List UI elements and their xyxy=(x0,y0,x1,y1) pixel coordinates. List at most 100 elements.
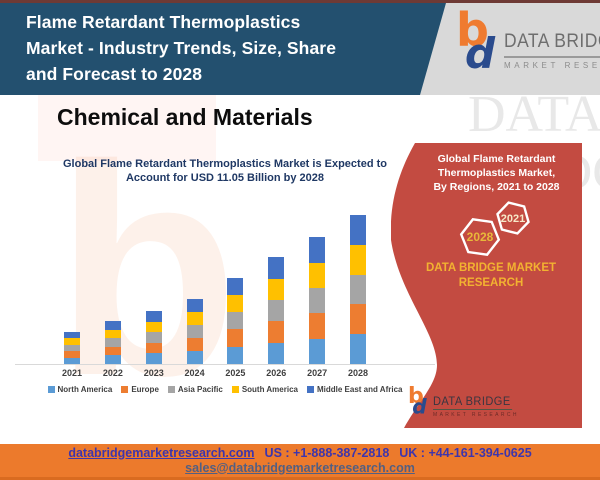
bar-stack-2022 xyxy=(104,320,121,364)
legend-swatch-icon xyxy=(121,386,129,393)
hexagon-2021-label: 2021 xyxy=(501,213,525,225)
header-logo-area: b d DATA BRIDGE MARKET RESEARCH xyxy=(420,3,600,95)
panel-logo-brand: DATA BRIDGE xyxy=(433,394,513,410)
footer-email-line: sales@databridgemarketresearch.com xyxy=(185,461,415,476)
phone-us: US : +1-888-387-2818 xyxy=(264,445,390,460)
bar-segment xyxy=(309,313,326,339)
company-logo: b d DATA BRIDGE MARKET RESEARCH xyxy=(454,3,600,85)
bar-stack-2023 xyxy=(145,311,162,364)
bar-segment xyxy=(268,257,285,279)
chart-title: Global Flame Retardant Thermoplastics Ma… xyxy=(45,157,405,185)
panel-heading-line-2: Thermoplastics Market, xyxy=(437,167,556,179)
x-axis-label: 2025 xyxy=(225,368,246,378)
bar-stack-2021 xyxy=(64,331,80,364)
bar-segment xyxy=(145,353,162,364)
bar-segment xyxy=(186,351,203,364)
footer-contact-line: databridgemarketresearch.com US : +1-888-… xyxy=(68,446,531,461)
section-title: Chemical and Materials xyxy=(57,104,313,130)
chart-title-line-2: Account for USD 11.05 Billion by 2028 xyxy=(125,172,325,184)
panel-logo-tagline: MARKET RESEARCH xyxy=(433,412,519,418)
bar-segment xyxy=(186,299,203,313)
x-axis-label: 2021 xyxy=(61,368,83,378)
bar-segment xyxy=(104,355,121,364)
bar-segment xyxy=(227,277,244,295)
hexagon-badges: 2021 2028 xyxy=(459,201,530,256)
website-link[interactable]: databridgemarketresearch.com xyxy=(68,445,255,460)
chart-legend: North America Europe Asia Pacific South Ame… xyxy=(15,385,435,394)
hexagon-2028-icon xyxy=(459,218,501,256)
bar-segment xyxy=(227,312,244,330)
bar-stack-2026 xyxy=(268,257,285,364)
phone-uk: UK : +44-161-394-0625 xyxy=(399,445,532,460)
x-axis-label: 2026 xyxy=(266,368,287,378)
bar-segment xyxy=(268,321,285,343)
bar-segment xyxy=(268,300,285,322)
bar-segment xyxy=(227,329,244,347)
chart-plot xyxy=(15,195,435,365)
bar-segment xyxy=(64,338,80,345)
legend-label: Middle East and Africa xyxy=(316,385,403,394)
bar-segment xyxy=(268,278,285,301)
page-title: Flame Retardant Thermoplastics Market - … xyxy=(26,9,336,87)
x-axis-labels: 2021 2022 2023 2024 2025 2026 2027 2028 xyxy=(15,365,435,379)
panel-logo-text: DATA BRIDGE MARKET RESEARCH xyxy=(433,394,519,418)
top-accent-line xyxy=(0,0,600,3)
bar-segment xyxy=(104,346,121,356)
bar-segment xyxy=(350,274,366,305)
data-bridge-monogram-icon: b d xyxy=(456,3,496,78)
email-link[interactable]: sales@databridgemarketresearch.com xyxy=(185,460,415,475)
panel-heading-line-3: By Regions, 2021 to 2028 xyxy=(433,181,560,193)
bar-segment xyxy=(64,351,80,358)
bar-segment xyxy=(186,312,203,326)
hexagon-2021-icon xyxy=(496,201,530,235)
page-title-line-3: and Forecast to 2028 xyxy=(26,64,203,84)
bar-segment xyxy=(309,262,326,288)
x-axis-label: 2028 xyxy=(347,368,369,378)
bar-segment xyxy=(268,342,285,364)
legend-item: South America xyxy=(231,385,298,394)
bar-segment xyxy=(350,214,366,245)
footer-bar: databridgemarketresearch.com US : +1-888-… xyxy=(0,444,600,480)
brand-tagline: MARKET RESEARCH xyxy=(504,60,600,70)
x-axis-label: 2022 xyxy=(102,368,123,378)
bar-segment xyxy=(186,338,203,352)
bar-segment xyxy=(350,304,366,335)
bar-segment xyxy=(145,332,162,343)
panel-brand-line-2: RESEARCH xyxy=(458,277,524,289)
bar-segment xyxy=(104,329,121,339)
bar-segment xyxy=(350,244,366,275)
legend-item: Asia Pacific xyxy=(167,385,223,394)
bar-segment xyxy=(104,338,121,347)
bar-segment xyxy=(64,344,80,352)
bar-segment xyxy=(104,320,121,330)
bar-segment xyxy=(64,331,80,339)
legend-item: Middle East and Africa xyxy=(306,385,403,394)
side-panel-shape xyxy=(391,143,582,428)
bar-stack-2027 xyxy=(309,237,326,364)
bar-segment xyxy=(227,346,244,364)
bar-segment xyxy=(309,287,326,314)
x-axis-label: 2027 xyxy=(307,368,328,378)
legend-label: North America xyxy=(57,385,113,394)
bar-segment xyxy=(309,338,326,364)
bar-stack-2024 xyxy=(186,299,203,364)
bar-segment xyxy=(145,342,162,354)
bar-segment xyxy=(145,311,162,322)
side-panel: Global Flame Retardant Thermoplastics Ma… xyxy=(391,143,582,428)
stacked-bar-chart: 2021 2022 2023 2024 2025 2026 2027 2028 North A… xyxy=(15,195,435,400)
header-banner: Flame Retardant Thermoplastics Market - … xyxy=(0,3,600,95)
x-axis-label: 2024 xyxy=(184,368,205,378)
bar-stack-2025 xyxy=(227,277,244,364)
page-title-line-2: Market - Industry Trends, Size, Share xyxy=(26,38,337,58)
bar-segment xyxy=(350,334,366,364)
panel-heading: Global Flame Retardant Thermoplastics Ma… xyxy=(419,152,574,194)
legend-swatch-icon xyxy=(167,386,175,393)
legend-item: North America xyxy=(47,385,113,394)
bar-stack-2028 xyxy=(350,214,366,364)
legend-swatch-icon xyxy=(47,386,55,393)
panel-brand-text: DATA BRIDGE MARKET RESEARCH xyxy=(411,261,571,291)
legend-swatch-icon xyxy=(231,386,239,393)
bar-segment xyxy=(227,294,244,313)
x-axis-label: 2023 xyxy=(143,368,164,378)
